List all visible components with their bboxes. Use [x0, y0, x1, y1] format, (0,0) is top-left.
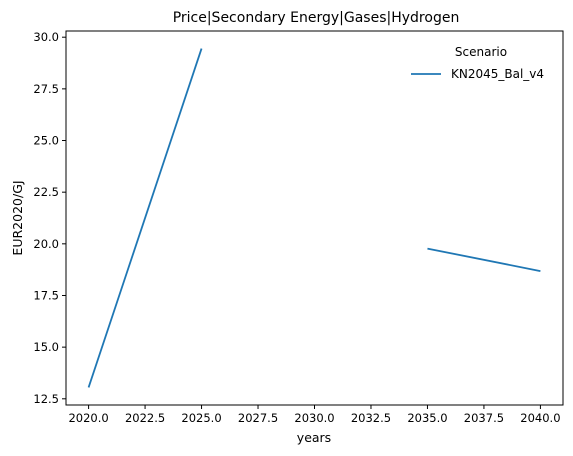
y-axis-title: EUR2020/GJ — [10, 180, 25, 255]
y-axis: 12.5 15.0 17.5 20.0 22.5 25.0 27.5 30.0 — [33, 30, 66, 406]
y-tick-label: 25.0 — [33, 134, 59, 148]
plot-area — [65, 30, 564, 406]
legend-label-kn2045-bal-v4: KN2045_Bal_v4 — [451, 67, 544, 81]
x-tick-label: 2040.0 — [520, 411, 560, 425]
x-tick-label: 2035.0 — [407, 411, 447, 425]
y-tick-label: 17.5 — [33, 288, 59, 302]
x-tick-label: 2037.5 — [464, 411, 504, 425]
y-tick-label: 22.5 — [33, 185, 59, 199]
x-tick-label: 2022.5 — [125, 411, 165, 425]
plot-frame — [65, 30, 564, 406]
x-tick-label: 2020.0 — [68, 411, 108, 425]
x-tick-label: 2030.0 — [294, 411, 334, 425]
chart-title: Price|Secondary Energy|Gases|Hydrogen — [173, 10, 460, 26]
series-layer — [87, 48, 541, 388]
legend-title: Scenario — [455, 45, 507, 59]
x-tick-label: 2027.5 — [238, 411, 278, 425]
y-tick-label: 20.0 — [33, 237, 59, 251]
y-tick-label: 30.0 — [33, 30, 59, 44]
x-axis: 2020.0 2022.5 2025.0 2027.5 2030.0 2032.5 2035… — [68, 405, 561, 425]
series-line-segment — [427, 247, 541, 272]
y-tick-label: 27.5 — [33, 82, 59, 96]
series-line-segment — [87, 48, 203, 388]
x-tick-label: 2032.5 — [351, 411, 391, 425]
y-tick-label: 12.5 — [33, 392, 59, 406]
legend: Scenario KN2045_Bal_v4 — [411, 45, 544, 81]
y-tick-label: 15.0 — [33, 340, 59, 354]
x-axis-title: years — [297, 430, 331, 445]
x-tick-label: 2025.0 — [181, 411, 221, 425]
